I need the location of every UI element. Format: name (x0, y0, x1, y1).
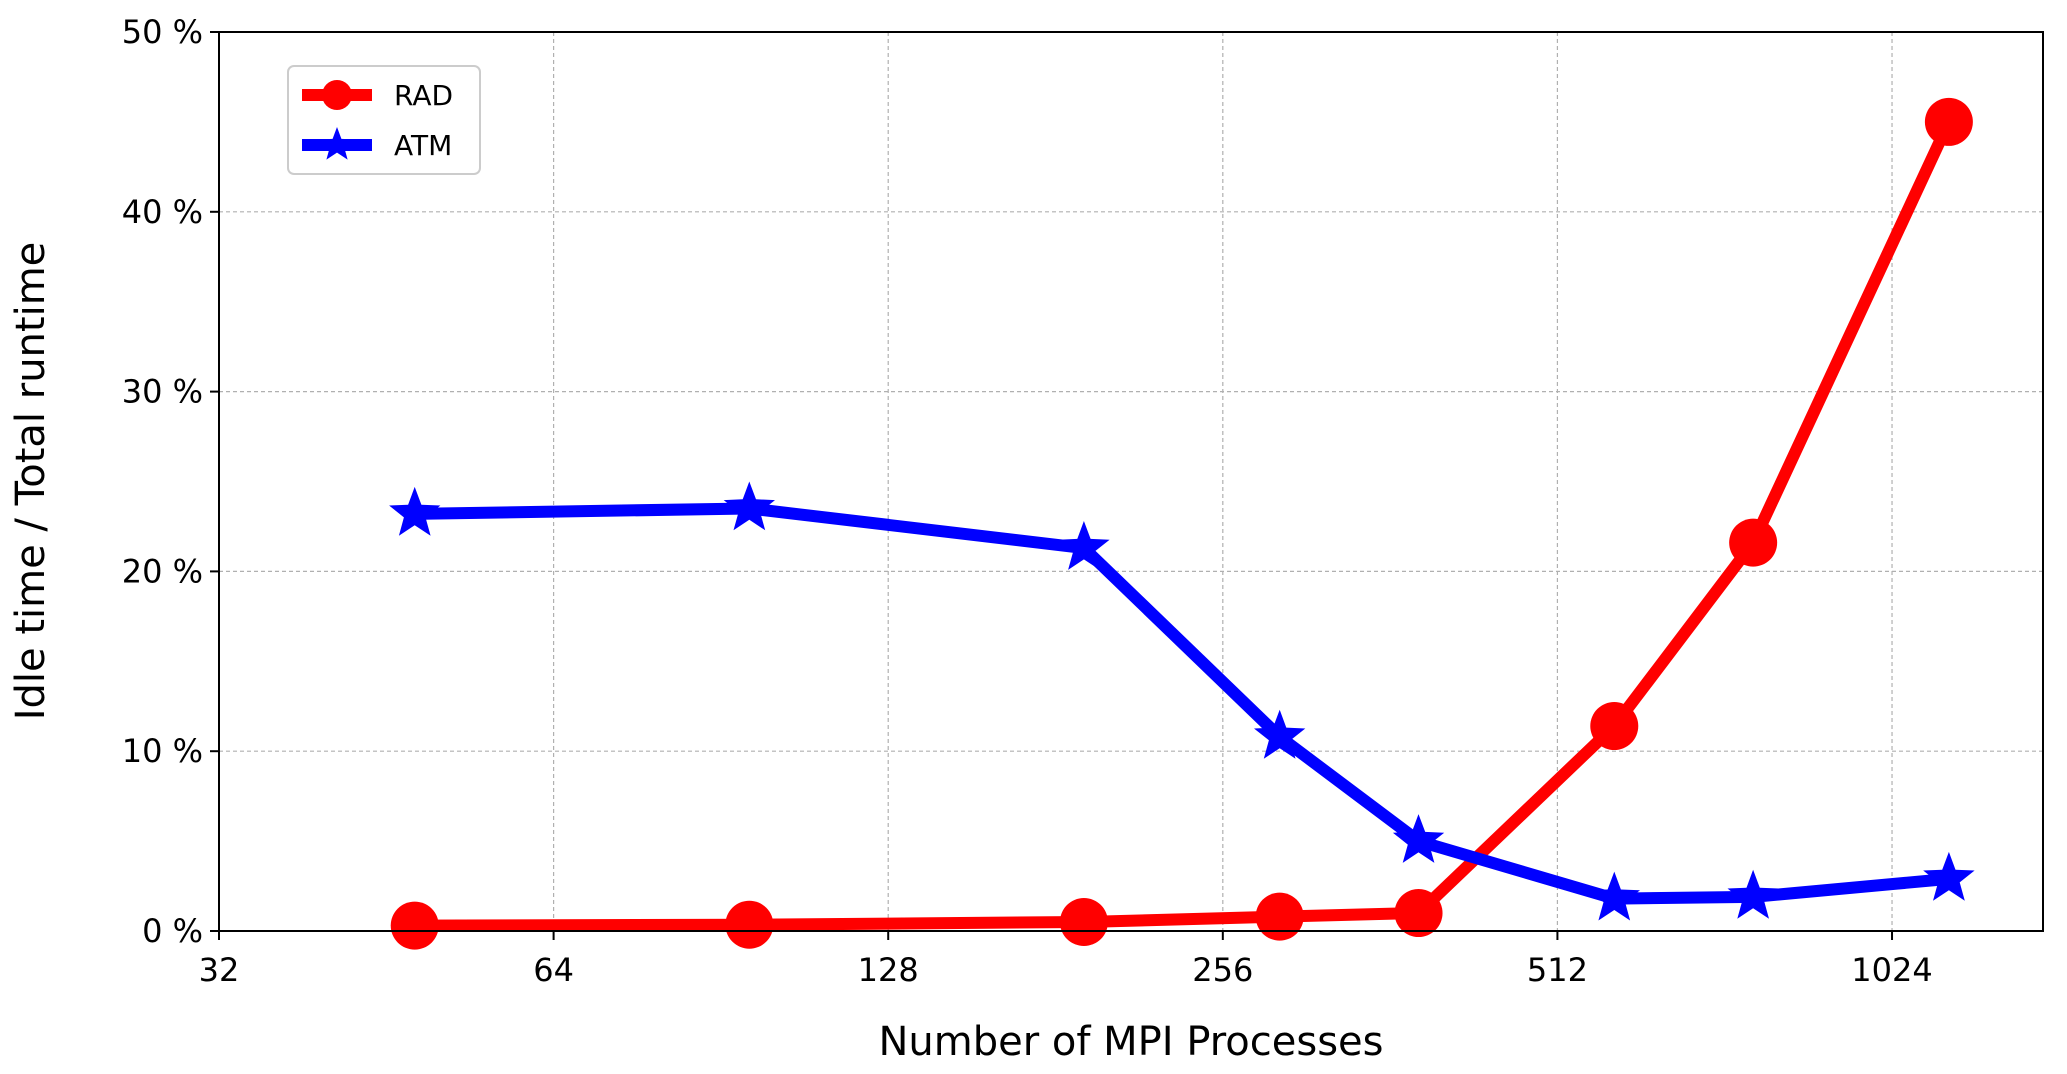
x-tick-label: 1024 (1851, 951, 1932, 989)
atm-point (1392, 814, 1445, 863)
x-axis-label: Number of MPI Processes (879, 1019, 1384, 1065)
atm-point (389, 486, 441, 536)
y-tick-label: 50 % (122, 13, 203, 51)
series-atm (389, 481, 1975, 921)
atm-point (723, 481, 775, 531)
x-tick-label: 32 (199, 951, 240, 989)
rad-point (1729, 518, 1778, 567)
legend-label-atm: ATM (394, 129, 452, 162)
plot-frame (218, 31, 2044, 932)
y-tick-label: 10 % (122, 732, 203, 770)
y-tick-label: 30 % (122, 373, 203, 411)
legend-marker-atm (319, 127, 355, 160)
rad-point (1255, 892, 1304, 941)
y-tick-label: 0 % (142, 912, 203, 950)
y-axis: 0 % 10 % 20 % 30 % 40 % 50 % (122, 13, 219, 950)
x-tick-label: 64 (533, 951, 574, 989)
legend-label-rad: RAD (394, 79, 453, 112)
x-tick-label: 512 (1527, 951, 1588, 989)
atm-point (1923, 851, 1975, 901)
atm-point (1727, 869, 1779, 919)
atm-point (1058, 521, 1110, 570)
rad-point (1924, 97, 1973, 146)
rad-point (1590, 702, 1639, 751)
x-tick-label: 256 (1192, 951, 1253, 989)
series-rad (390, 97, 1973, 950)
atm-line (414, 502, 1950, 905)
rad-point (1394, 889, 1443, 938)
y-axis-label: Idle time / Total runtime (8, 242, 54, 721)
y-tick-label: 40 % (122, 193, 203, 231)
legend: RAD ATM (287, 65, 481, 175)
rad-line (414, 119, 1955, 932)
series-layer (389, 97, 1975, 950)
y-tick-label: 20 % (122, 552, 203, 590)
legend-marker-rad (322, 80, 352, 110)
x-axis: 32 64 128 256 512 1024 (199, 931, 1933, 989)
atm-point (1588, 871, 1640, 921)
rad-point (1059, 898, 1108, 947)
rad-point (390, 901, 439, 950)
atm-point (1254, 709, 1306, 759)
x-tick-label: 128 (858, 951, 919, 989)
rad-point (725, 900, 774, 949)
grid (219, 32, 2043, 931)
